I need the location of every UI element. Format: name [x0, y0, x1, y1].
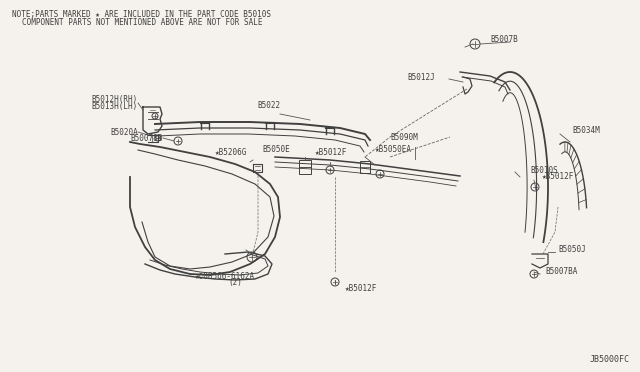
Text: B5012H(RH): B5012H(RH) [92, 94, 138, 103]
Text: B5010S: B5010S [530, 166, 557, 174]
Text: B5013H(LH): B5013H(LH) [92, 102, 138, 110]
Text: COMPONENT PARTS NOT MENTIONED ABOVE ARE NOT FOR SALE: COMPONENT PARTS NOT MENTIONED ABOVE ARE … [22, 18, 262, 27]
Text: B5050E: B5050E [262, 145, 290, 154]
Bar [360, 161, 370, 173]
Text: ★B5012F: ★B5012F [542, 171, 574, 180]
Text: ★B5012F: ★B5012F [345, 284, 378, 293]
Text: ★©08566-6162A: ★©08566-6162A [195, 272, 255, 281]
Text: (2): (2) [228, 278, 242, 287]
Text: B50078B: B50078B [131, 134, 163, 142]
Text: JB5000FC: JB5000FC [590, 355, 630, 364]
Text: B5022: B5022 [257, 101, 280, 110]
Text: B5007B: B5007B [490, 35, 518, 44]
Text: NOTE;PARTS MARKED ★ ARE INCLUDED IN THE PART CODE B5010S: NOTE;PARTS MARKED ★ ARE INCLUDED IN THE … [12, 10, 271, 19]
Text: B5020A: B5020A [110, 128, 138, 137]
Text: B5012J: B5012J [407, 73, 435, 81]
Text: ★B5012F: ★B5012F [315, 148, 348, 157]
Text: ★B5206G: ★B5206G [214, 148, 247, 157]
Text: ★B5050EA: ★B5050EA [375, 145, 412, 154]
Text: B5050J: B5050J [558, 246, 586, 254]
Text: B5034M: B5034M [572, 125, 600, 135]
Text: B5007BA: B5007BA [545, 267, 577, 276]
Text: B5090M: B5090M [390, 133, 418, 142]
Bar [299, 160, 311, 174]
